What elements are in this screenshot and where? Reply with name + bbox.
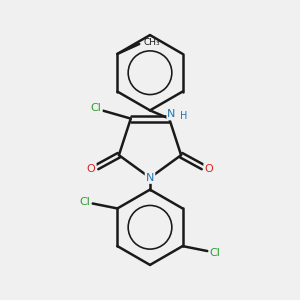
Text: O: O bbox=[87, 164, 95, 174]
Text: H: H bbox=[180, 112, 187, 122]
Text: CH₃: CH₃ bbox=[143, 38, 160, 46]
Text: N: N bbox=[146, 173, 154, 183]
Text: O: O bbox=[205, 164, 213, 174]
Text: Cl: Cl bbox=[91, 103, 101, 113]
Text: Cl: Cl bbox=[79, 196, 90, 206]
Text: N: N bbox=[167, 110, 176, 119]
Text: Cl: Cl bbox=[210, 248, 221, 258]
